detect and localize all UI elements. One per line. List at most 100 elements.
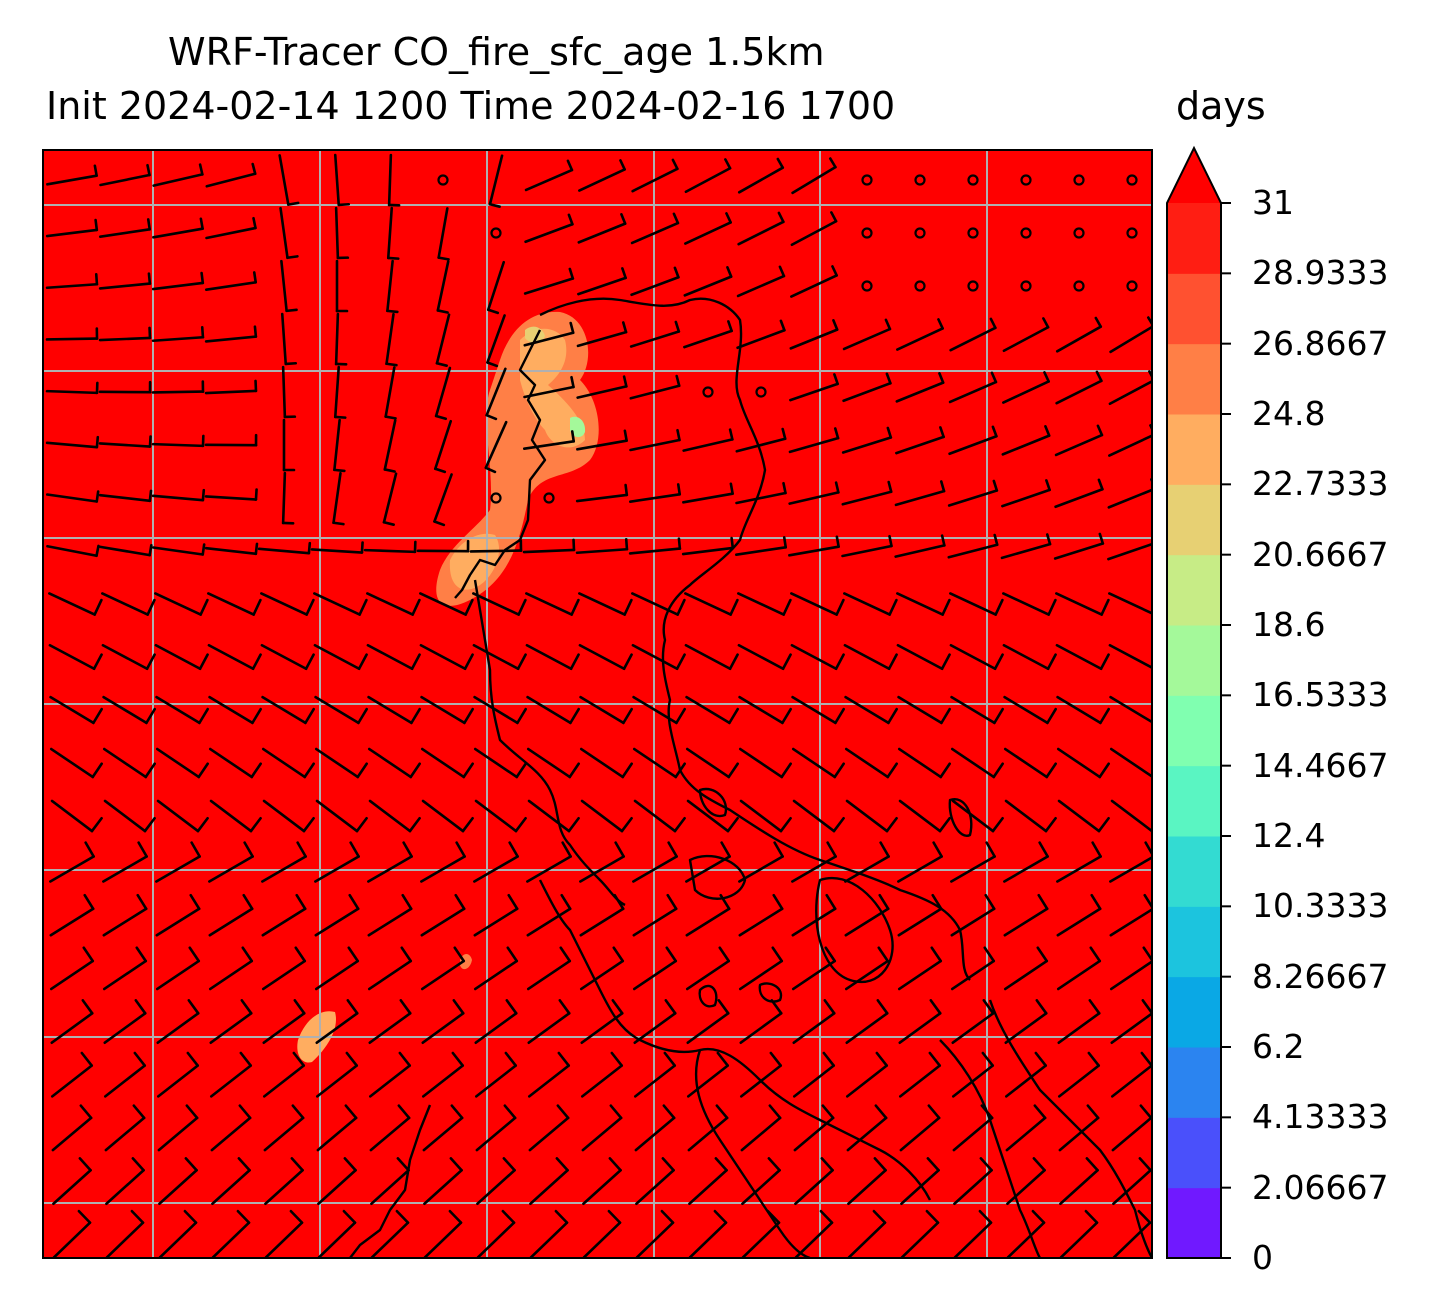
wind-barb xyxy=(1109,695,1152,724)
colorbar-tick-label: 20.6667 xyxy=(1252,534,1389,574)
colorbar-tick-label: 8.26667 xyxy=(1252,956,1389,996)
wind-barb xyxy=(433,419,453,474)
wind-barb xyxy=(632,695,686,725)
wind-barb xyxy=(1001,479,1051,508)
wind-barb xyxy=(205,162,257,188)
wind-barb xyxy=(367,841,413,883)
wind-barb xyxy=(788,427,840,454)
wind-barb xyxy=(949,643,1004,671)
wind-barb xyxy=(261,747,315,779)
wind-barb xyxy=(205,216,257,240)
wind-barb xyxy=(523,321,575,347)
map-frame xyxy=(42,149,1153,1259)
wind-barb xyxy=(476,1157,516,1206)
wind-barb xyxy=(789,373,839,402)
wind-barb xyxy=(317,1157,357,1206)
wind-barb xyxy=(1112,1209,1152,1258)
wind-barb xyxy=(369,1104,411,1152)
wind-barb xyxy=(900,1157,940,1206)
wind-barb xyxy=(898,999,942,1044)
wind-barb xyxy=(101,643,156,671)
wind-barb xyxy=(790,265,838,298)
wind-calm-circle xyxy=(1073,174,1085,186)
wind-barb xyxy=(526,893,572,937)
coastline-far-east xyxy=(939,1039,1042,1258)
wind-barb xyxy=(278,154,300,206)
wind-barb xyxy=(1110,1051,1152,1098)
wind-barb xyxy=(894,480,946,507)
wind-barb xyxy=(948,425,998,456)
wind-barb xyxy=(50,799,103,833)
wind-barb xyxy=(895,426,945,455)
wind-barb xyxy=(791,841,837,883)
map-panel xyxy=(42,149,1153,1259)
wind-barb xyxy=(523,375,575,399)
coastline-island-east xyxy=(815,877,894,984)
wind-barb xyxy=(1057,999,1101,1044)
colorbar-tick-label: 16.5333 xyxy=(1252,675,1389,715)
wind-barb xyxy=(632,946,678,991)
wind-barb xyxy=(1003,695,1057,725)
wind-barb xyxy=(98,435,152,448)
wind-barb xyxy=(208,946,254,991)
wind-barb xyxy=(52,1209,92,1258)
wind-barb xyxy=(1053,532,1105,560)
wind-barb xyxy=(947,533,999,559)
wind-barb xyxy=(370,1157,410,1206)
wind-barb xyxy=(102,747,156,779)
coastline-west-inlet xyxy=(473,579,626,907)
wind-calm-circle xyxy=(702,386,714,398)
wind-barb xyxy=(898,799,951,833)
wind-barb xyxy=(842,372,892,403)
wind-barb xyxy=(529,1157,569,1206)
wind-barb xyxy=(794,1157,834,1206)
wind-barb xyxy=(260,643,315,671)
wind-barb xyxy=(280,259,298,313)
wind-barb xyxy=(628,537,682,555)
wind-barb xyxy=(952,1104,994,1152)
wind-barb xyxy=(794,1209,834,1258)
wind-barb xyxy=(154,643,209,671)
wind-barb xyxy=(368,799,421,833)
colorbar-band xyxy=(1167,695,1221,767)
wind-barb xyxy=(386,259,399,314)
wind-barb xyxy=(737,157,785,194)
wind-barb xyxy=(1109,316,1152,354)
wind-barb xyxy=(313,592,368,616)
wind-barb xyxy=(204,271,258,291)
wind-barb xyxy=(488,154,504,208)
wind-barb xyxy=(367,893,413,937)
wind-barb xyxy=(433,473,453,527)
wind-barb xyxy=(104,1104,146,1152)
wind-barb xyxy=(793,1104,835,1152)
wind-barb xyxy=(473,695,527,725)
wind-barb xyxy=(631,643,686,671)
wind-barb xyxy=(791,157,837,195)
wind-calm-circle xyxy=(914,227,926,239)
wind-barb xyxy=(522,538,576,554)
wind-barb xyxy=(386,206,400,260)
wind-barb xyxy=(847,1209,887,1258)
wind-barb xyxy=(98,272,152,290)
colorbar-band xyxy=(1167,1117,1221,1189)
wind-barb xyxy=(368,999,412,1044)
wind-barb xyxy=(844,946,890,991)
wind-barb xyxy=(635,1157,675,1206)
wind-calm-circle xyxy=(914,280,926,292)
wind-barb xyxy=(1002,317,1050,353)
wind-calm-circle xyxy=(861,174,873,186)
wind-barb xyxy=(738,747,792,779)
wind-barb xyxy=(950,841,996,883)
wind-barb xyxy=(1056,695,1110,725)
wind-calm-circle xyxy=(1126,280,1138,292)
wind-barb xyxy=(737,643,792,671)
colorbar-outline xyxy=(1166,145,1222,1259)
wind-barb xyxy=(578,592,633,616)
wind-barb xyxy=(1109,747,1152,779)
wind-barb xyxy=(103,999,147,1044)
coastline-islet-2 xyxy=(758,982,783,1003)
wind-barb xyxy=(734,536,788,556)
colorbar-ticks xyxy=(1221,202,1231,1259)
wind-barb xyxy=(529,1209,569,1258)
wind-barb xyxy=(951,999,995,1044)
